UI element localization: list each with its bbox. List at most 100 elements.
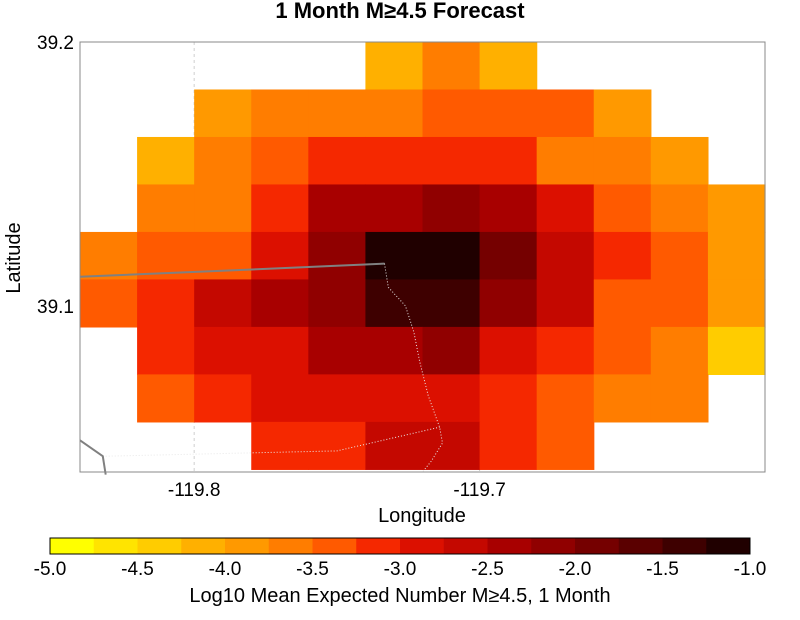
colorbar-swatch	[662, 538, 707, 554]
heatmap-cell	[194, 184, 252, 233]
colorbar-swatch	[93, 538, 138, 554]
heatmap-cell	[194, 374, 252, 423]
heatmap-cell	[308, 374, 367, 423]
heatmap-cells	[80, 42, 766, 470]
colorbar-swatch	[575, 538, 620, 554]
heatmap-cell	[422, 421, 481, 470]
heatmap-cell	[536, 184, 595, 233]
heatmap-cell	[422, 231, 481, 281]
heatmap-cell	[308, 89, 367, 138]
colorbar-swatch	[356, 538, 401, 554]
heatmap-cell	[593, 184, 652, 233]
heatmap-cell	[593, 89, 652, 138]
heatmap-cell	[137, 374, 195, 423]
x-axis-label: Longitude	[378, 505, 466, 527]
colorbar-swatch	[400, 538, 445, 554]
heatmap-cell	[80, 279, 138, 328]
heatmap-cell	[137, 326, 195, 375]
colorbar-swatch	[181, 538, 226, 554]
boundary-line	[79, 439, 107, 475]
heatmap-cell	[365, 326, 424, 375]
x-axis-ticks: -119.8 -119.7	[168, 480, 506, 501]
heatmap-cell	[137, 279, 195, 328]
heatmap-cell	[251, 184, 309, 233]
heatmap-cell	[593, 231, 652, 281]
boundary-line	[384, 263, 444, 473]
boundary-line	[79, 262, 385, 278]
heatmap-cell	[251, 279, 309, 328]
chart-title: 1 Month M≥4.5 Forecast	[275, 0, 525, 23]
y-tick-label: 39.1	[37, 297, 74, 318]
colorbar-tick-label: -4.0	[209, 559, 242, 580]
colorbar-swatch	[268, 538, 313, 554]
heatmap-cell	[194, 279, 252, 328]
heatmap-cell	[308, 421, 367, 470]
colorbar-tick-label: -5.0	[34, 559, 67, 580]
colorbar-tick-label: -3.5	[296, 559, 329, 580]
heatmap-cell	[194, 89, 252, 138]
state-boundaries	[79, 262, 444, 475]
colorbar-ticks: -5.0 -4.5 -4.0 -3.5 -3.0 -2.5 -2.0 -1.5 -1.0	[34, 559, 767, 580]
heatmap-cell	[422, 326, 481, 375]
heatmap-cell	[650, 326, 709, 375]
heatmap-cell	[650, 184, 709, 233]
boundary-line	[105, 426, 440, 457]
heatmap-cell	[365, 42, 424, 91]
heatmap-cell	[536, 231, 595, 281]
colorbar-swatch	[443, 538, 488, 554]
heatmap-cell	[650, 231, 709, 281]
heatmap-cell	[251, 421, 309, 470]
y-tick-label: 39.2	[37, 33, 74, 54]
heatmap-cell	[593, 279, 652, 328]
heatmap-cell	[593, 326, 652, 375]
colorbar-tick-label: -1.0	[734, 559, 767, 580]
heatmap-cell	[593, 136, 652, 186]
colorbar-tick-label: -3.0	[384, 559, 417, 580]
colorbar	[49, 537, 751, 555]
heatmap-cell	[422, 279, 481, 328]
heatmap-cell	[707, 326, 766, 375]
heatmap-cell	[536, 374, 595, 423]
colorbar-swatch	[312, 538, 357, 554]
heatmap-cell	[479, 421, 538, 470]
heatmap-cell	[650, 279, 709, 328]
heatmap-cell	[194, 136, 252, 186]
heatmap-cell	[365, 374, 424, 423]
heatmap-cell	[479, 231, 538, 281]
heatmap-cell	[308, 136, 367, 186]
heatmap-cell	[479, 279, 538, 328]
heatmap-cell	[251, 231, 309, 281]
heatmap-cell	[365, 421, 424, 470]
heatmap-cell	[479, 184, 538, 233]
heatmap-cell	[194, 231, 252, 281]
colorbar-swatch	[531, 538, 576, 554]
heatmap-cell	[422, 89, 481, 138]
heatmap-cell	[707, 231, 766, 281]
heatmap-cell	[308, 184, 367, 233]
heatmap-cell	[536, 421, 595, 470]
heatmap-cell	[593, 374, 652, 423]
heatmap-cell	[251, 374, 309, 423]
heatmap-cell	[650, 374, 709, 423]
heatmap-cell	[479, 326, 538, 375]
y-axis-ticks: 39.1 39.2	[37, 33, 74, 318]
heatmap-cell	[536, 279, 595, 328]
heatmap-cell	[308, 279, 367, 328]
heatmap-cell	[365, 184, 424, 233]
heatmap-cell	[536, 89, 595, 138]
colorbar-tick-label: -2.5	[471, 559, 504, 580]
heatmap-cell	[707, 279, 766, 328]
heatmap-cell	[422, 136, 481, 186]
heatmap-cell	[536, 326, 595, 375]
heatmap-cell	[251, 326, 309, 375]
colorbar-swatch	[618, 538, 663, 554]
heatmap-cell	[536, 136, 595, 186]
heatmap-cell	[365, 136, 424, 186]
heatmap-cell	[479, 89, 538, 138]
plot-frame	[79, 41, 766, 473]
heatmap-cell	[422, 374, 481, 423]
heatmap-cell	[707, 184, 766, 233]
y-axis-label: Latitude	[3, 222, 25, 293]
heatmap-cell	[308, 326, 367, 375]
